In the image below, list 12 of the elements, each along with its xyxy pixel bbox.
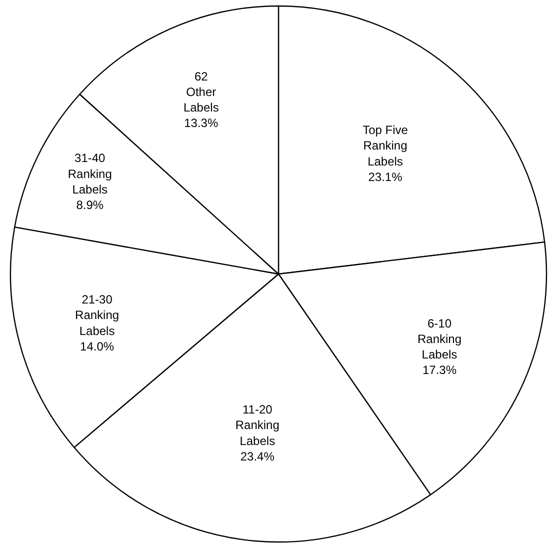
slice-label: 6-10 Ranking Labels — [417, 316, 462, 362]
data-label: 17.3% — [422, 363, 457, 378]
data-label: 23.1% — [368, 170, 403, 184]
data-label: 13.3% — [184, 116, 218, 130]
slice-label: Top Five Ranking Labels — [362, 123, 408, 168]
slice-label: 31-40 Ranking Labels — [68, 151, 112, 196]
data-label: 14.0% — [80, 339, 114, 354]
data-label: 8.9% — [76, 198, 104, 212]
slice-label: 62 Other Labels — [183, 69, 219, 115]
slice-label: 11-20 Ranking Labels — [235, 402, 280, 448]
data-label: 23.4% — [240, 449, 275, 464]
slice-label: 21-30 Ranking Labels — [75, 292, 120, 338]
